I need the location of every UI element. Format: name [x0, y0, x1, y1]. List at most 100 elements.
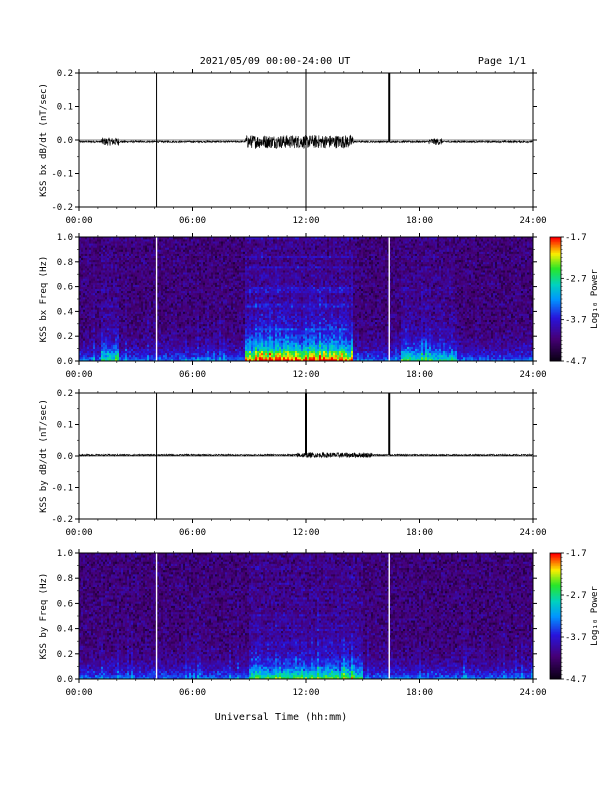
spectrogram-cell	[159, 334, 161, 336]
spectrogram-cell	[169, 351, 171, 353]
spectrogram-cell	[127, 305, 129, 307]
spectrogram-cell	[173, 311, 175, 313]
spectrogram-cell	[175, 254, 177, 256]
spectrogram-cell	[145, 313, 147, 315]
spectrogram-cell	[111, 291, 113, 293]
spectrogram-cell	[125, 330, 127, 332]
spectrogram-cell	[123, 266, 125, 268]
spectrogram-cell	[237, 332, 239, 334]
spectrogram-cell	[115, 320, 117, 322]
spectrogram-cell	[239, 280, 241, 282]
spectrogram-cell	[189, 280, 191, 282]
spectrogram-cell	[195, 272, 197, 274]
spectrogram-cell	[219, 293, 221, 295]
spectrogram-cell	[171, 256, 173, 258]
spectrogram-cell	[91, 347, 93, 349]
spectrogram-cell	[97, 280, 99, 282]
spectrogram-cell	[167, 320, 169, 322]
spectrogram-cell	[139, 338, 141, 340]
spectrogram-cell	[187, 247, 189, 249]
spectrogram-cell	[83, 280, 85, 282]
spectrogram-cell	[153, 349, 155, 351]
spectrogram-cell	[143, 338, 145, 340]
spectrogram-cell	[169, 355, 171, 357]
spectrogram-cell	[147, 313, 149, 315]
spectrogram-cell	[213, 272, 215, 274]
spectrogram-cell	[205, 293, 207, 295]
spectrogram-cell	[207, 254, 209, 256]
spectrogram-cell	[151, 313, 153, 315]
spectrogram-cell	[211, 260, 213, 262]
spectrogram-cell	[183, 313, 185, 315]
spectrogram-cell	[173, 305, 175, 307]
spectrogram-cell	[171, 264, 173, 266]
spectrogram-cell	[193, 349, 195, 351]
spectrogram-cell	[231, 357, 233, 359]
spectrogram-cell	[179, 303, 181, 305]
spectrogram-cell	[111, 355, 113, 357]
spectrogram-cell	[215, 241, 217, 243]
spectrogram-cell	[183, 289, 185, 291]
spectrogram-cell	[143, 274, 145, 276]
spectrogram-cell	[189, 291, 191, 293]
spectrogram-cell	[89, 241, 91, 243]
spectrogram-cell	[207, 336, 209, 338]
spectrogram-cell	[221, 289, 223, 291]
spectrogram-cell	[81, 320, 83, 322]
spectrogram-cell	[125, 285, 127, 287]
spectrogram-cell	[115, 276, 117, 278]
spectrogram-cell	[235, 289, 237, 291]
spectrogram-cell	[89, 249, 91, 251]
spectrogram-cell	[211, 349, 213, 351]
spectrogram-cell	[179, 291, 181, 293]
spectrogram-cell	[169, 245, 171, 247]
spectrogram-cell	[103, 332, 105, 334]
spectrogram-cell	[153, 295, 155, 297]
spectrogram-cell	[119, 332, 121, 334]
spectrogram-cell	[153, 332, 155, 334]
spectrogram-cell	[223, 357, 225, 359]
spectrogram-cell	[179, 353, 181, 355]
spectrogram-cell	[85, 299, 87, 301]
spectrogram-cell	[167, 256, 169, 258]
spectrogram-cell	[133, 342, 135, 344]
spectrogram-cell	[159, 293, 161, 295]
spectrogram-cell	[237, 243, 239, 245]
spectrogram-cell	[143, 320, 145, 322]
spectrogram-cell	[153, 338, 155, 340]
spectrogram-cell	[99, 324, 101, 326]
spectrogram-cell	[143, 313, 145, 315]
spectrogram-cell	[183, 330, 185, 332]
spectrogram-cell	[237, 355, 239, 357]
spectrogram-cell	[215, 338, 217, 340]
spectrogram-cell	[103, 307, 105, 309]
spectrogram-cell	[165, 299, 167, 301]
spectrogram-cell	[129, 340, 131, 342]
spectrogram-cell	[203, 278, 205, 280]
spectrogram-cell	[89, 303, 91, 305]
spectrogram-cell	[201, 332, 203, 334]
spectrogram-cell	[85, 268, 87, 270]
spectrogram-cell	[191, 301, 193, 303]
spectrogram-cell	[113, 303, 115, 305]
spectrogram-cell	[119, 262, 121, 264]
spectrogram-cell	[105, 282, 107, 284]
spectrogram-cell	[235, 351, 237, 353]
spectrogram-cell	[225, 278, 227, 280]
spectrogram-cell	[113, 285, 115, 287]
spectrogram-cell	[143, 247, 145, 249]
spectrogram-cell	[227, 262, 229, 264]
spectrogram-cell	[187, 270, 189, 272]
spectrogram-cell	[159, 349, 161, 351]
spectrogram-cell	[213, 299, 215, 301]
spectrogram-cell	[121, 287, 123, 289]
spectrogram-cell	[213, 340, 215, 342]
spectrogram-cell	[203, 254, 205, 256]
spectrogram-cell	[209, 324, 211, 326]
spectrogram-cell	[185, 293, 187, 295]
spectrogram-cell	[113, 295, 115, 297]
spectrogram-cell	[83, 313, 85, 315]
spectrogram-cell	[209, 272, 211, 274]
spectrogram-cell	[109, 254, 111, 256]
spectrogram-cell	[219, 340, 221, 342]
